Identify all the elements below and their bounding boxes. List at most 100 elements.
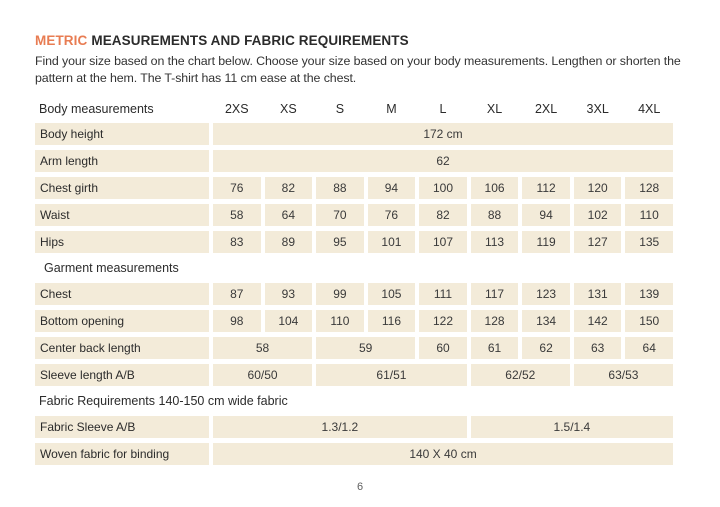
size-column-header: M — [386, 102, 397, 116]
table-cell: 95 — [316, 231, 364, 253]
table-row: Chest 87 93 99 105 111 117 123 131 139 — [35, 283, 673, 305]
table-cell: 105 — [367, 283, 416, 305]
table-cell: 116 — [367, 310, 416, 332]
table-cell: 135 — [625, 231, 673, 253]
table-row: Sleeve length A/B 60/50 61/51 62/52 63/53 — [35, 364, 673, 386]
table-row: Body height 172 cm — [35, 123, 673, 145]
table-cell: 1.5/1.4 — [470, 416, 673, 438]
table-cell: 87 — [213, 283, 261, 305]
table-cell: 101 — [367, 231, 416, 253]
table-cell: 63 — [573, 337, 622, 359]
table-cell: 94 — [367, 177, 416, 199]
table-cell: 88 — [470, 204, 519, 226]
row-label: Chest — [35, 283, 209, 305]
table-cell: 128 — [625, 177, 673, 199]
table-row: Fabric Sleeve A/B 1.3/1.2 1.5/1.4 — [35, 416, 673, 438]
table-cell: 120 — [573, 177, 622, 199]
table-cell: 172 cm — [213, 123, 673, 145]
table-header-row: Body measurements 2XS XS S M L XL 2XL 3XL 4XL — [35, 99, 673, 119]
table-row: Hips 83 89 95 101 107 113 119 127 135 — [35, 231, 673, 253]
table-cell: 76 — [213, 177, 261, 199]
size-column-header: 2XS — [224, 102, 249, 116]
table-cell: 102 — [573, 204, 622, 226]
table-cell: 110 — [316, 310, 364, 332]
table-cell: 107 — [419, 231, 467, 253]
table-cell: 110 — [625, 204, 673, 226]
size-column-header: XS — [279, 102, 297, 116]
table-cell: 64 — [264, 204, 313, 226]
table-cell: 142 — [573, 310, 622, 332]
size-column-header: S — [335, 102, 345, 116]
section-row: Garment measurements — [35, 258, 673, 278]
row-label: Fabric Sleeve A/B — [35, 416, 209, 438]
table-cell: 62/52 — [470, 364, 570, 386]
table-cell: 62 — [522, 337, 570, 359]
table-cell: 140 X 40 cm — [213, 443, 673, 465]
row-label: Sleeve length A/B — [35, 364, 209, 386]
table-cell: 134 — [522, 310, 570, 332]
table-cell: 122 — [419, 310, 467, 332]
size-column-header: 3XL — [586, 102, 609, 116]
table-cell: 82 — [419, 204, 467, 226]
table-cell: 58 — [213, 204, 261, 226]
table-cell: 63/53 — [573, 364, 673, 386]
table-cell: 76 — [367, 204, 416, 226]
row-label: Woven fabric for binding — [35, 443, 209, 465]
table-cell: 60/50 — [213, 364, 313, 386]
size-column-header: XL — [486, 102, 503, 116]
table-cell: 89 — [264, 231, 313, 253]
table-cell: 61/51 — [316, 364, 467, 386]
table-cell: 106 — [470, 177, 519, 199]
table-cell: 119 — [522, 231, 570, 253]
table-cell: 60 — [419, 337, 467, 359]
table-cell: 61 — [470, 337, 519, 359]
table-cell: 117 — [470, 283, 519, 305]
size-column-header: 2XL — [534, 102, 558, 116]
table-cell: 98 — [213, 310, 261, 332]
title-rest: MEASUREMENTS AND FABRIC REQUIREMENTS — [91, 33, 409, 48]
section-label: Fabric Requirements 140-150 cm wide fabr… — [39, 394, 288, 408]
table-cell: 83 — [213, 231, 261, 253]
table-row: Woven fabric for binding 140 X 40 cm — [35, 443, 673, 465]
table-row: Chest girth 76 82 88 94 100 106 112 120 128 — [35, 177, 673, 199]
table-cell: 94 — [522, 204, 570, 226]
row-label: Arm length — [35, 150, 209, 172]
row-label: Bottom opening — [35, 310, 209, 332]
size-column-header: L — [439, 102, 447, 116]
page-content: METRIC MEASUREMENTS AND FABRIC REQUIREMEN… — [35, 33, 685, 465]
size-chart-table: Body measurements 2XS XS S M L XL 2XL 3XL 4XL Body… — [35, 99, 673, 465]
row-label: Waist — [35, 204, 209, 226]
page-title: METRIC MEASUREMENTS AND FABRIC REQUIREMEN… — [35, 33, 685, 48]
table-cell: 58 — [213, 337, 313, 359]
table-cell: 70 — [316, 204, 364, 226]
table-cell: 100 — [419, 177, 467, 199]
intro-text: Find your size based on the chart below.… — [35, 54, 681, 85]
table-cell: 113 — [470, 231, 519, 253]
table-cell: 1.3/1.2 — [213, 416, 467, 438]
table-cell: 123 — [522, 283, 570, 305]
table-cell: 139 — [625, 283, 673, 305]
table-cell: 127 — [573, 231, 622, 253]
table-row: Bottom opening 98 104 110 116 122 128 134 142 150 — [35, 310, 673, 332]
row-label: Hips — [35, 231, 209, 253]
table-cell: 128 — [470, 310, 519, 332]
table-cell: 112 — [522, 177, 570, 199]
row-label: Body height — [35, 123, 209, 145]
row-label: Center back length — [35, 337, 209, 359]
column-header-label: Body measurements — [39, 102, 154, 116]
table-cell: 88 — [316, 177, 364, 199]
table-cell: 131 — [573, 283, 622, 305]
table-cell: 93 — [264, 283, 313, 305]
section-row: Fabric Requirements 140-150 cm wide fabr… — [35, 391, 673, 411]
page-number: 6 — [356, 481, 364, 493]
table-cell: 82 — [264, 177, 313, 199]
table-cell: 104 — [264, 310, 313, 332]
table-cell: 62 — [213, 150, 673, 172]
table-row: Arm length 62 — [35, 150, 673, 172]
table-row: Waist 58 64 70 76 82 88 94 102 110 — [35, 204, 673, 226]
section-label: Garment measurements — [44, 261, 179, 275]
size-column-header: 4XL — [638, 102, 661, 116]
table-cell: 64 — [625, 337, 673, 359]
table-cell: 111 — [419, 283, 467, 305]
